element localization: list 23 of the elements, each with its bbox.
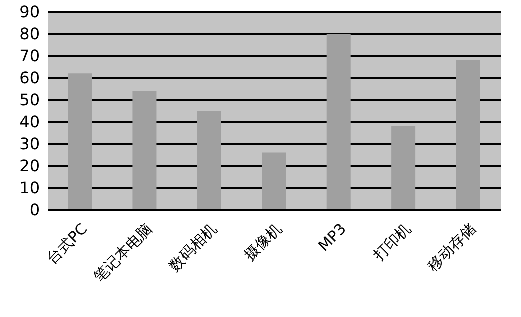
y-tick-label: 30 bbox=[20, 134, 40, 154]
y-tick-label: 0 bbox=[30, 200, 40, 220]
y-tick-label: 50 bbox=[20, 90, 40, 110]
y-tick-label: 20 bbox=[20, 156, 40, 176]
y-tick-label: 70 bbox=[20, 46, 40, 66]
x-tick-label: 台式PC bbox=[43, 220, 92, 268]
x-tick-label: 移动存储 bbox=[424, 220, 480, 276]
bar bbox=[392, 126, 416, 210]
x-tick-label: 打印机 bbox=[369, 220, 415, 266]
x-tick-label: 数码相机 bbox=[165, 220, 221, 276]
bar bbox=[197, 111, 222, 210]
y-tick-label: 40 bbox=[20, 112, 40, 132]
x-tick-label: 摄像机 bbox=[240, 220, 286, 265]
y-tick-label: 90 bbox=[20, 2, 40, 22]
bar bbox=[326, 34, 351, 210]
y-tick-label: 80 bbox=[20, 24, 40, 44]
bar bbox=[456, 60, 480, 210]
y-tick-label: 60 bbox=[20, 68, 40, 88]
bar bbox=[68, 74, 92, 210]
y-tick-label: 10 bbox=[20, 178, 40, 198]
bar bbox=[132, 91, 157, 210]
x-tick-label: 笔记本电脑 bbox=[90, 220, 156, 286]
bar bbox=[262, 152, 286, 210]
